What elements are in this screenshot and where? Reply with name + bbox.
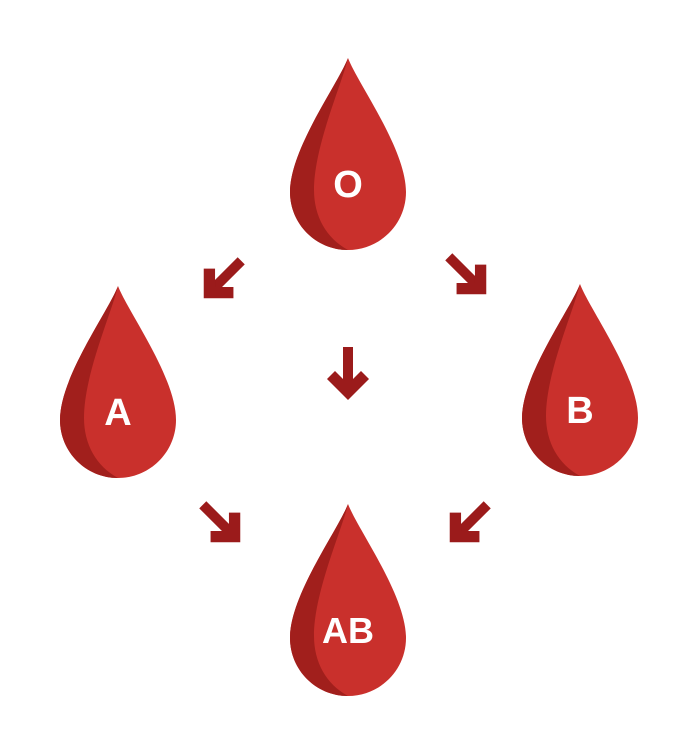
drop-b-label: B — [566, 390, 593, 432]
arrow-b-to-ab — [435, 490, 502, 557]
drop-a: A — [60, 286, 176, 478]
drop-o: O — [290, 58, 406, 250]
drop-a-label: A — [104, 392, 131, 434]
arrow-a-to-ab — [188, 490, 255, 557]
arrow-o-to-b — [434, 242, 501, 309]
arrow-o-to-a — [189, 246, 256, 313]
arrow-o-to-ab — [327, 347, 369, 400]
drop-ab-label: AB — [322, 610, 374, 651]
drop-o-label: O — [333, 164, 363, 206]
drop-b: B — [522, 284, 638, 476]
drop-ab: AB — [290, 504, 406, 696]
